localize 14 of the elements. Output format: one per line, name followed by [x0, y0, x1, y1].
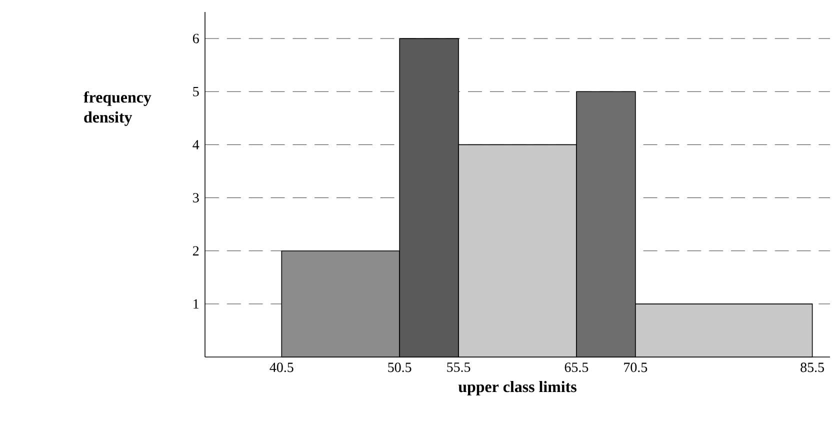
x-tick-label: 65.5 — [564, 362, 588, 372]
x-tick-label: 50.5 — [388, 362, 412, 372]
y-tick-label: 5 — [193, 86, 199, 96]
x-tick-label: 55.5 — [447, 362, 470, 372]
y-tick-label: 6 — [192, 34, 199, 44]
y-axis-title: frequency density — [84, 91, 152, 126]
x-axis-title: upper class limits — [458, 380, 576, 396]
y-tick-label: 1 — [194, 299, 199, 309]
x-tick-label: 40.5 — [270, 362, 294, 372]
y-tick-label: 4 — [192, 140, 200, 150]
x-tick-label: 85.5 — [800, 362, 824, 372]
y-tick-label: 3 — [193, 193, 199, 202]
y-tick-label: 2 — [192, 246, 199, 256]
x-tick-label: 70.5 — [624, 362, 648, 372]
